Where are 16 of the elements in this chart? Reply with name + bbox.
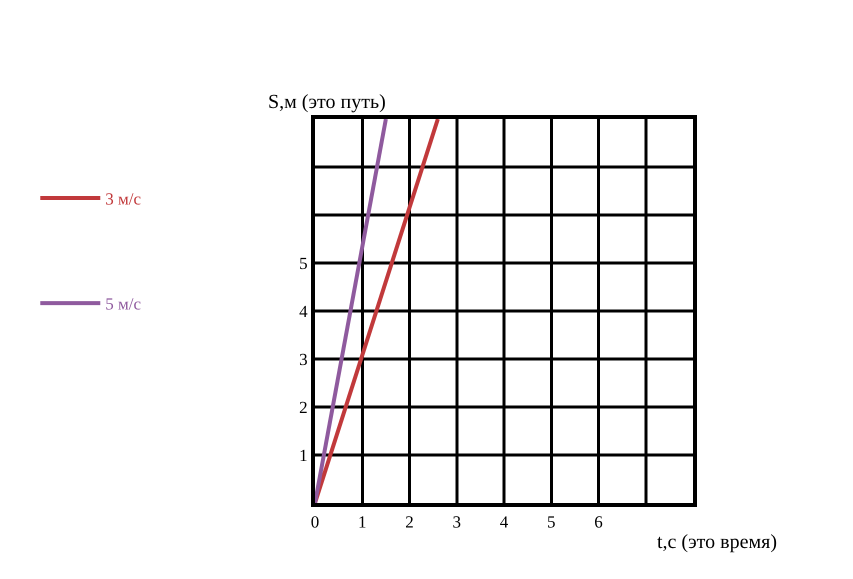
x-tick-label: 6	[594, 512, 603, 532]
x-axis-title: t,с (это время)	[657, 531, 777, 553]
y-tick-label: 5	[299, 254, 308, 273]
legend-label: 5 м/с	[105, 294, 142, 314]
y-tick-label: 4	[299, 302, 308, 321]
x-tick-label: 3	[452, 512, 461, 532]
x-tick-label: 5	[547, 512, 556, 532]
x-tick-label: 0	[310, 512, 320, 532]
y-axis-title: S,м (это путь)	[268, 91, 386, 113]
y-tick-label: 1	[299, 446, 308, 465]
x-tick-label: 1	[358, 512, 366, 532]
x-tick-label: 4	[500, 512, 509, 532]
legend-label: 3 м/с	[105, 190, 142, 209]
y-tick-label: 2	[299, 398, 308, 417]
y-tick-label: 3	[299, 350, 308, 369]
x-tick-label: 2	[405, 512, 414, 532]
